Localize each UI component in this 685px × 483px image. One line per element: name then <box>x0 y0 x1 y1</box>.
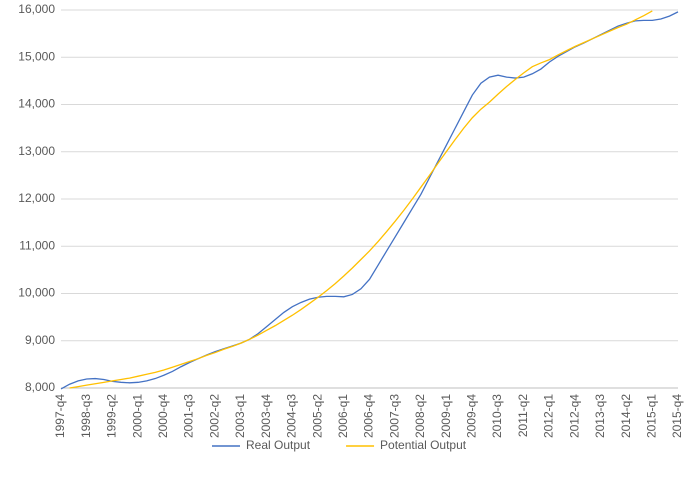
x-tick-label: 2000-q1 <box>130 394 144 438</box>
x-tick-label: 2012-q1 <box>542 394 556 438</box>
x-tick-label: 2004-q3 <box>285 394 299 438</box>
x-tick-label: 2003-q4 <box>259 394 273 438</box>
x-tick-label: 2015-q4 <box>670 394 684 438</box>
y-tick-label: 13,000 <box>18 144 55 158</box>
y-tick-label: 16,000 <box>18 2 55 16</box>
x-tick-label: 2002-q2 <box>207 394 221 438</box>
y-tick-label: 14,000 <box>18 97 55 111</box>
x-tick-label: 2015-q1 <box>644 394 658 438</box>
x-tick-label: 2008-q2 <box>413 394 427 438</box>
x-tick-label: 2009-q1 <box>439 394 453 438</box>
x-tick-label: 2001-q3 <box>182 394 196 438</box>
x-tick-label: 1997-q4 <box>53 394 67 438</box>
x-tick-label: 2014-q2 <box>619 394 633 438</box>
y-tick-label: 15,000 <box>18 49 55 63</box>
x-tick-label: 2003-q1 <box>233 394 247 438</box>
y-tick-label: 8,000 <box>25 380 55 394</box>
x-tick-label: 2010-q3 <box>490 394 504 438</box>
y-tick-label: 9,000 <box>25 333 55 347</box>
y-tick-label: 11,000 <box>19 238 55 252</box>
x-tick-label: 2007-q3 <box>387 394 401 438</box>
x-tick-label: 2006-q1 <box>336 394 350 438</box>
y-tick-label: 10,000 <box>18 286 55 300</box>
x-tick-label: 2005-q2 <box>310 394 324 438</box>
x-tick-label: 2000-q4 <box>156 394 170 438</box>
x-tick-label: 1998-q3 <box>79 394 93 438</box>
x-tick-label: 2012-q4 <box>567 394 581 438</box>
y-tick-label: 12,000 <box>18 191 55 205</box>
x-tick-label: 2009-q4 <box>465 394 479 438</box>
legend-label: Real Output <box>246 438 311 452</box>
x-tick-label: 2013-q3 <box>593 394 607 438</box>
x-tick-label: 1999-q2 <box>105 394 119 438</box>
series-line <box>60 11 679 390</box>
legend-label: Potential Output <box>380 438 467 452</box>
series-line <box>69 10 653 389</box>
x-tick-label: 2006-q4 <box>362 394 376 438</box>
x-tick-label: 2011-q2 <box>516 394 530 437</box>
